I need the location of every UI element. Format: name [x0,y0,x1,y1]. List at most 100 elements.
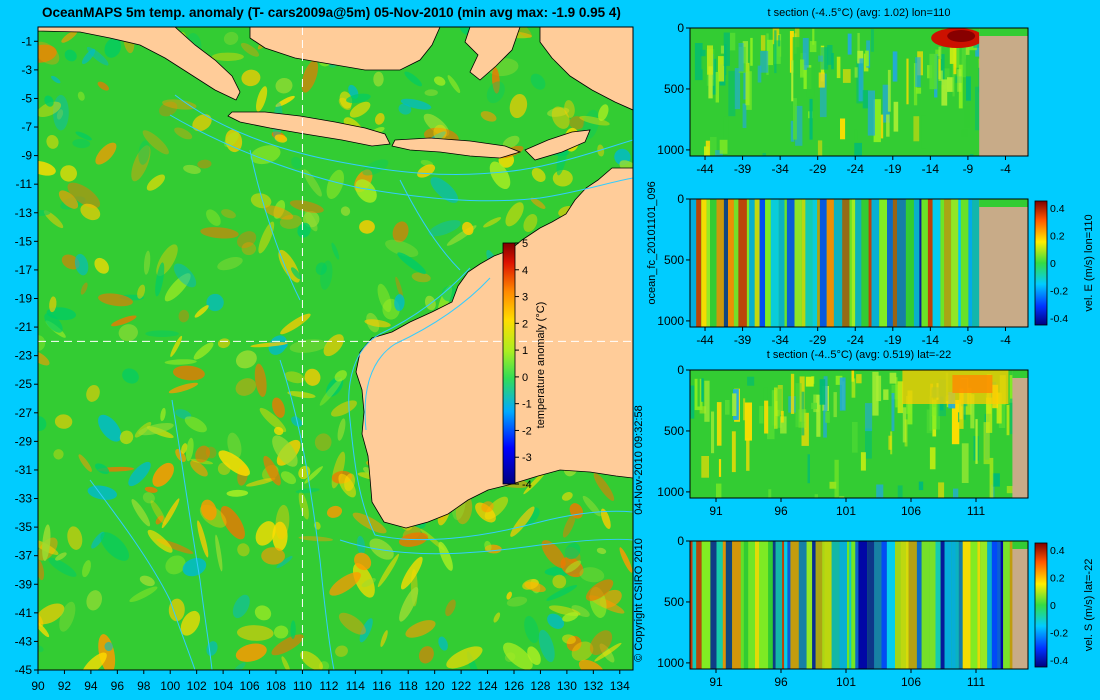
section-panel-4[interactable]: 91 96 101 106 111 0 500 1000 0.4 0.2 0 -0.2 -0.4 vel.… [657,534,1095,689]
velocity-colorbar [1034,200,1048,326]
anomaly-eddy [75,131,92,141]
lat-tick-label: -9 [21,149,32,163]
anomaly-eddy [218,450,250,476]
section-y-tick-label: 500 [664,253,684,267]
anomaly-eddy [147,529,173,553]
section-cell [720,45,724,54]
velocity-band [696,541,702,669]
section-panel-2[interactable]: -44 -39 -34 -29 -24 -19 -14 -9 -4 0 500 1000 0.4 0.2 0… [657,192,1095,347]
anomaly-eddy [562,513,576,538]
section-cell [856,374,862,384]
section-x-tick-label: 96 [774,504,788,518]
velocity-band [962,541,971,669]
anomaly-eddy [334,370,347,382]
section-x-tick-label: -14 [922,162,940,176]
section-panel-3[interactable]: t section (-4..5°C) (avg: 0.519) lat=-22… [657,349,1029,530]
section-cell [961,129,968,137]
anomaly-eddy [289,339,327,353]
section-cell [820,47,829,70]
anomaly-eddy [170,335,183,357]
velocity-band [733,199,739,327]
section-cell [757,65,762,83]
section-cell [902,407,907,443]
anomaly-eddy [434,76,446,86]
section-cell [789,31,794,73]
anomaly-eddy [298,491,309,520]
section-x-tick-label: -44 [696,333,714,347]
velocity-band [951,199,959,327]
velocity-band [790,541,799,669]
anomaly-eddy [509,93,528,119]
section-x-tick-label: -24 [847,333,865,347]
velocity-band [722,541,726,669]
velocity-band [913,199,920,327]
section-x-tick-label: -44 [696,162,714,176]
anomaly-eddy [295,488,320,494]
anomaly-eddy [356,535,366,555]
velocity-band [759,199,766,327]
section-cell [970,394,975,429]
anomaly-eddy [339,91,353,109]
anomaly-eddy [594,642,622,662]
anomaly-eddy [74,253,89,276]
velocity-band [798,541,807,669]
anomaly-eddy [273,426,284,436]
land-new-guinea [539,27,633,111]
section-x-tick-label: 91 [709,504,723,518]
velocity-band [732,541,741,669]
anomaly-eddy [263,205,294,220]
anomaly-eddy [72,138,91,149]
anomaly-eddy [223,31,239,45]
lat-tick-label: -39 [15,577,33,591]
colorbar-gradient [502,242,516,485]
section-cell [774,40,781,64]
section-cell [967,51,970,85]
anomaly-eddy [315,262,327,276]
anomaly-eddy [59,601,76,632]
velocity-band [692,541,697,669]
velocity-band [944,541,952,669]
section-panel-1[interactable]: t section (-4..5°C) (avg: 1.02) lon=110 -… [657,7,1029,195]
colorbar-tick-label: -1 [522,399,532,411]
colorbar-tick-label: -3 [522,452,532,464]
anomaly-eddy [349,101,371,118]
velocity-band [775,541,782,669]
velocity-band [955,541,959,669]
colorbar-tick-label: -4 [522,479,532,491]
anomaly-eddy [326,376,344,397]
section-cell [996,392,1002,424]
lat-tick-label: -31 [15,463,33,477]
section-cell [716,483,722,498]
velocity-band [833,199,843,327]
anomaly-eddy [181,443,188,454]
anomaly-eddy [484,540,492,552]
section-cell [947,77,954,92]
velocity-band [784,199,787,327]
map-frame [37,26,634,671]
temperature-colorbar: 5 4 3 2 1 0 -1 -2 -3 -4 temperature anomaly (°C) [502,238,547,491]
section-field [690,28,1028,156]
anomaly-eddy [192,114,212,132]
velocity-band [887,199,893,327]
anomaly-eddy [392,221,409,243]
section-cell [935,394,940,430]
velocity-band [940,541,945,669]
lon-tick-label: 132 [583,679,603,693]
section-cell [880,428,887,435]
lat-tick-label: -23 [15,349,33,363]
section-y-tick-label: 500 [664,595,684,609]
anomaly-map[interactable] [25,13,645,689]
anomaly-eddy [165,555,186,575]
anomaly-eddy [505,202,524,227]
section-cell [964,106,970,128]
velocity-band [897,199,906,327]
velocity-band [716,541,723,669]
velocity-band [710,541,717,669]
section-x-tick-label: 106 [901,504,921,518]
section-cell [895,377,898,408]
anomaly-eddy [261,547,285,565]
section-x-tick-label: -19 [884,333,902,347]
section-x-tick-label: -9 [963,333,974,347]
section-cell [941,79,948,106]
